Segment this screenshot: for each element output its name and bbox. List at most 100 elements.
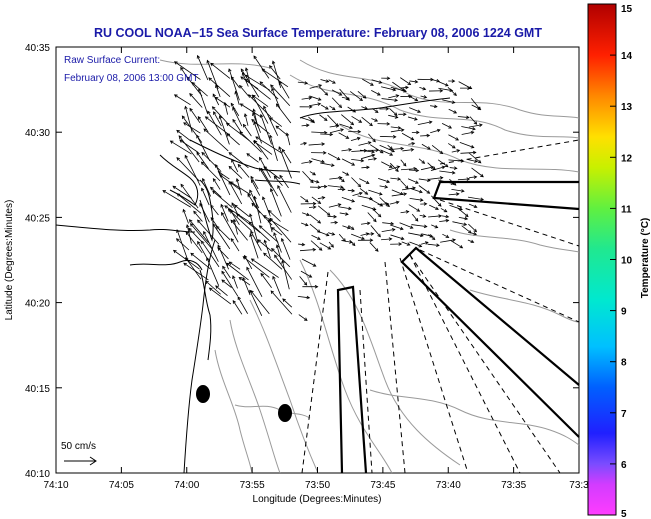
current-vector: [269, 117, 282, 127]
current-vector: [420, 165, 435, 171]
current-vector: [221, 211, 239, 243]
current-vector: [338, 206, 352, 211]
current-vector: [282, 298, 293, 308]
current-vector: [244, 78, 271, 100]
current-vector: [272, 275, 282, 297]
current-vector: [275, 103, 292, 124]
current-vector: [319, 86, 329, 96]
current-vector: [258, 225, 279, 243]
current-vector: [327, 185, 344, 189]
current-vector: [279, 174, 289, 189]
current-vector: [367, 232, 375, 236]
coastline-inlet: [129, 259, 203, 271]
x-tick-label: 74:10: [43, 480, 68, 491]
surface-current-vectors: [162, 54, 485, 321]
current-vector: [310, 240, 323, 251]
current-vector: [190, 252, 211, 270]
current-vector: [175, 238, 190, 251]
current-vector: [297, 295, 311, 300]
current-vector: [309, 102, 322, 107]
current-vector: [253, 139, 269, 160]
current-vector: [255, 136, 283, 154]
current-vector: [379, 107, 390, 111]
current-vector: [440, 208, 448, 213]
dashed-sector-line: [419, 249, 580, 323]
colorbar-tick-label: 15: [621, 4, 633, 15]
current-vector: [213, 111, 222, 127]
current-vector: [300, 201, 317, 206]
current-vector: [234, 90, 240, 106]
current-vector: [310, 185, 322, 190]
x-axis-label: Longitude (Degrees:Minutes): [253, 494, 382, 505]
current-vector: [201, 187, 210, 206]
current-vector: [401, 186, 416, 191]
current-vector: [328, 203, 342, 208]
current-vector: [278, 80, 290, 99]
dashed-sector-line: [399, 257, 469, 474]
current-vector: [448, 192, 460, 196]
current-vector: [320, 132, 334, 137]
current-vector: [230, 102, 240, 117]
current-vector: [228, 68, 240, 101]
current-vector: [230, 237, 240, 252]
current-vector: [180, 183, 199, 209]
current-vector: [269, 65, 281, 80]
current-vector: [380, 149, 394, 156]
current-vector: [260, 272, 272, 288]
current-vector: [390, 242, 403, 246]
current-vector: [217, 171, 230, 180]
current-vector: [253, 55, 270, 79]
current-vector: [308, 142, 326, 146]
y-tick-label: 40:30: [25, 128, 50, 139]
colorbar-tick-label: 8: [621, 358, 627, 369]
current-vector: [371, 90, 381, 96]
current-vector: [263, 166, 280, 180]
current-vector: [457, 115, 470, 120]
current-vector: [176, 229, 189, 262]
current-vector: [338, 132, 350, 139]
current-vector: [468, 203, 478, 209]
current-vector: [329, 124, 340, 128]
current-vector: [176, 193, 202, 214]
current-vector: [370, 225, 381, 238]
current-vector: [459, 141, 475, 149]
x-axis: 74:10 74:05 74:00 73:55 73:50 73:45 73:40 73:35…: [43, 47, 589, 491]
x-tick-label: 73:45: [370, 480, 395, 491]
current-vector: [352, 191, 363, 196]
current-vector: [268, 209, 281, 222]
current-vector: [368, 157, 378, 161]
current-vector: [189, 93, 203, 108]
current-vector: [347, 106, 357, 113]
current-vector: [196, 134, 211, 162]
plot-area: Raw Surface Current: February 08, 2006 1…: [55, 46, 580, 474]
current-vector: [329, 128, 345, 134]
current-vector: [468, 123, 483, 128]
colorbar-tick-label: 13: [621, 102, 633, 113]
current-vector: [185, 257, 202, 280]
colorbar-label: Temperature (°C): [640, 218, 651, 299]
current-vector: [309, 214, 322, 224]
current-vector: [338, 176, 345, 183]
current-vector: [469, 231, 478, 236]
coastline: [55, 97, 451, 474]
contour-line: [249, 299, 319, 474]
current-vector: [448, 79, 456, 83]
y-tick-label: 40:10: [25, 469, 50, 480]
current-vector: [390, 128, 405, 133]
current-vector: [381, 228, 396, 233]
current-vector: [360, 232, 370, 236]
colorbar-tick-label: 12: [621, 153, 633, 164]
current-vector: [419, 86, 427, 91]
current-vector: [319, 242, 332, 250]
current-vector: [215, 84, 221, 98]
current-vector: [362, 78, 374, 86]
current-vector: [193, 210, 203, 222]
contour-line: [469, 289, 580, 323]
current-vector: [409, 79, 419, 84]
current-vector: [250, 175, 259, 190]
current-vector: [401, 132, 415, 141]
beam-outline-south: [336, 285, 368, 474]
current-vector: [468, 152, 482, 164]
station-marker: [278, 404, 292, 422]
